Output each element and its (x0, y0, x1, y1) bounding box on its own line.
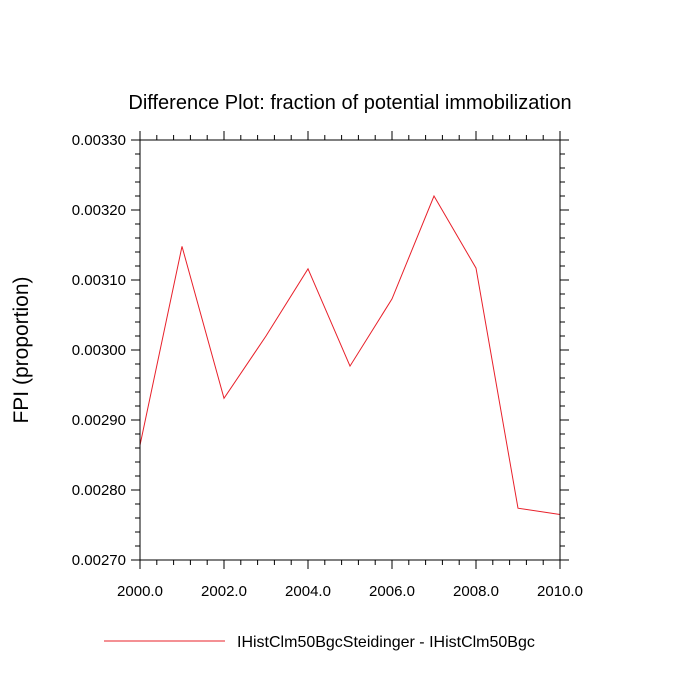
y-tick-label: 0.00300 (72, 342, 126, 359)
x-tick-label: 2008.0 (453, 583, 499, 600)
x-tick-label: 2002.0 (201, 583, 247, 600)
tick-labels: 2000.0 2002.0 2004.0 2006.0 2008.0 2010.0 0.00… (72, 132, 583, 600)
y-tick-label: 0.00320 (72, 202, 126, 219)
y-tick-label: 0.00310 (72, 272, 126, 289)
plot-frame (139, 139, 561, 561)
x-tick-label: 2010.0 (537, 583, 583, 600)
y-tick-label: 0.00280 (72, 482, 126, 499)
x-tick-label: 2004.0 (285, 583, 331, 600)
y-tick-label: 0.00270 (72, 552, 126, 569)
y-tick-label: 0.00330 (72, 132, 126, 149)
legend: IHistClm50BgcSteidinger - IHistClm50Bgc (104, 634, 535, 651)
x-tick-label: 2006.0 (369, 583, 415, 600)
x-tick-label: 2000.0 (117, 583, 163, 600)
series-layer (139, 194, 561, 515)
y-axis-label: FPI (proportion) (10, 276, 33, 423)
y-tick-label: 0.00290 (72, 412, 126, 429)
chart-title: Difference Plot: fraction of potential i… (128, 92, 571, 114)
series-line (139, 194, 561, 515)
legend-label: IHistClm50BgcSteidinger - IHistClm50Bgc (237, 634, 535, 651)
axis-ticks (131, 131, 569, 569)
